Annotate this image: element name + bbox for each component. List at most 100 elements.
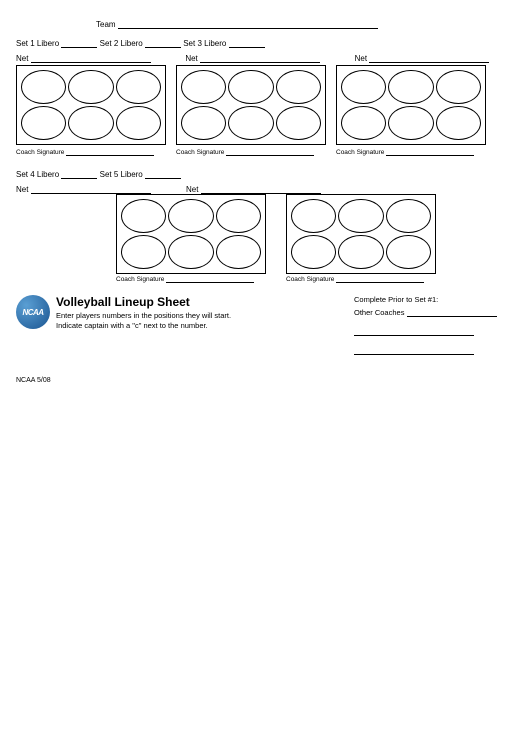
net-label: Net (185, 54, 197, 63)
set4-libero-label: Set 4 Libero (16, 170, 59, 179)
other-coaches-underline[interactable] (407, 308, 497, 317)
set2-libero-label: Set 2 Libero (100, 39, 143, 48)
coach-sig-1: Coach Signature (16, 147, 166, 156)
position-circle[interactable] (436, 106, 481, 140)
position-circle[interactable] (276, 70, 321, 104)
position-circle[interactable] (341, 70, 386, 104)
position-circle[interactable] (21, 70, 66, 104)
net-underline-3[interactable] (369, 54, 489, 63)
net-field-1: Net (16, 54, 175, 63)
coach-sig-label: Coach Signature (336, 149, 384, 156)
net-underline-1[interactable] (31, 54, 151, 63)
coach-sig-2: Coach Signature (176, 147, 326, 156)
position-circle[interactable] (436, 70, 481, 104)
other-coaches-field: Other Coaches (354, 308, 514, 317)
instructions-line1: Enter players numbers in the positions t… (56, 311, 334, 321)
blank-underline-2[interactable] (354, 346, 474, 355)
net-field-4: Net (16, 185, 166, 194)
position-circle[interactable] (341, 106, 386, 140)
bottom-section: NCAA Volleyball Lineup Sheet Enter playe… (16, 295, 514, 359)
lineup-box-set5[interactable] (286, 194, 436, 274)
set3-libero-label: Set 3 Libero (183, 39, 226, 48)
position-circle[interactable] (338, 235, 383, 269)
net-label: Net (16, 185, 28, 194)
position-circle[interactable] (216, 235, 261, 269)
position-circle[interactable] (388, 70, 433, 104)
lineup-box-set4[interactable] (116, 194, 266, 274)
instructions-line2: Indicate captain with a "c" next to the … (56, 321, 334, 331)
net-underline-5[interactable] (201, 185, 321, 194)
signature-row-2: Coach Signature Coach Signature (116, 274, 514, 283)
signature-row-1: Coach Signature Coach Signature Coach Si… (16, 147, 514, 156)
coach-sig-underline-5[interactable] (336, 274, 424, 283)
net-field-2: Net (185, 54, 344, 63)
lineup-box-set1[interactable] (16, 65, 166, 145)
coach-sig-label: Coach Signature (16, 149, 64, 156)
title-block: Volleyball Lineup Sheet Enter players nu… (56, 295, 334, 331)
coach-sig-label: Coach Signature (286, 276, 334, 283)
position-circle[interactable] (68, 106, 113, 140)
coach-sig-4: Coach Signature (116, 274, 266, 283)
position-circle[interactable] (168, 199, 213, 233)
coach-sig-underline-1[interactable] (66, 147, 154, 156)
position-circle[interactable] (216, 199, 261, 233)
net-field-5: Net (186, 185, 336, 194)
other-coaches-label: Other Coaches (354, 308, 404, 317)
net-underline-2[interactable] (200, 54, 320, 63)
footer-note: NCAA 5/08 (16, 377, 514, 384)
set1-libero-label: Set 1 Libero (16, 39, 59, 48)
ncaa-logo-icon: NCAA (16, 295, 50, 329)
set3-libero-field[interactable] (229, 39, 265, 48)
position-circle[interactable] (21, 106, 66, 140)
position-circle[interactable] (276, 106, 321, 140)
blank-line-2 (354, 346, 514, 355)
position-circle[interactable] (338, 199, 383, 233)
position-circle[interactable] (116, 70, 161, 104)
lineup-box-set3[interactable] (336, 65, 486, 145)
position-circle[interactable] (121, 235, 166, 269)
position-circle[interactable] (181, 70, 226, 104)
complete-prior-label: Complete Prior to Set #1: (354, 295, 514, 304)
row2-container: Coach Signature Coach Signature (116, 194, 514, 283)
set2-libero-field[interactable] (145, 39, 181, 48)
position-circle[interactable] (68, 70, 113, 104)
net-underline-4[interactable] (31, 185, 151, 194)
libero-row-1: Set 1 Libero Set 2 Libero Set 3 Libero (16, 39, 514, 48)
net-label: Net (186, 185, 198, 194)
libero-row-2: Set 4 Libero Set 5 Libero (16, 170, 514, 179)
coach-sig-5: Coach Signature (286, 274, 436, 283)
position-circle[interactable] (168, 235, 213, 269)
position-circle[interactable] (181, 106, 226, 140)
page-title: Volleyball Lineup Sheet (56, 295, 334, 309)
lineup-box-set2[interactable] (176, 65, 326, 145)
net-row-2: Net Net (16, 185, 514, 194)
net-row-1: Net Net Net (16, 54, 514, 63)
position-circle[interactable] (228, 106, 273, 140)
position-circle[interactable] (116, 106, 161, 140)
coach-sig-label: Coach Signature (176, 149, 224, 156)
position-circle[interactable] (291, 235, 336, 269)
set5-libero-field[interactable] (145, 170, 181, 179)
position-circle[interactable] (386, 199, 431, 233)
coach-sig-underline-2[interactable] (226, 147, 314, 156)
team-underline[interactable] (118, 20, 378, 29)
net-field-3: Net (355, 54, 514, 63)
position-circle[interactable] (291, 199, 336, 233)
blank-line-1 (354, 327, 514, 336)
right-block: Complete Prior to Set #1: Other Coaches (354, 295, 514, 359)
coach-sig-underline-4[interactable] (166, 274, 254, 283)
logo-text: NCAA (22, 308, 43, 317)
position-circle[interactable] (386, 235, 431, 269)
net-label: Net (16, 54, 28, 63)
set4-libero-field[interactable] (61, 170, 97, 179)
blank-underline-1[interactable] (354, 327, 474, 336)
coach-sig-3: Coach Signature (336, 147, 486, 156)
team-label: Team (96, 20, 116, 29)
coach-sig-label: Coach Signature (116, 276, 164, 283)
position-circle[interactable] (121, 199, 166, 233)
position-circle[interactable] (228, 70, 273, 104)
set5-libero-label: Set 5 Libero (100, 170, 143, 179)
set1-libero-field[interactable] (61, 39, 97, 48)
position-circle[interactable] (388, 106, 433, 140)
coach-sig-underline-3[interactable] (386, 147, 474, 156)
